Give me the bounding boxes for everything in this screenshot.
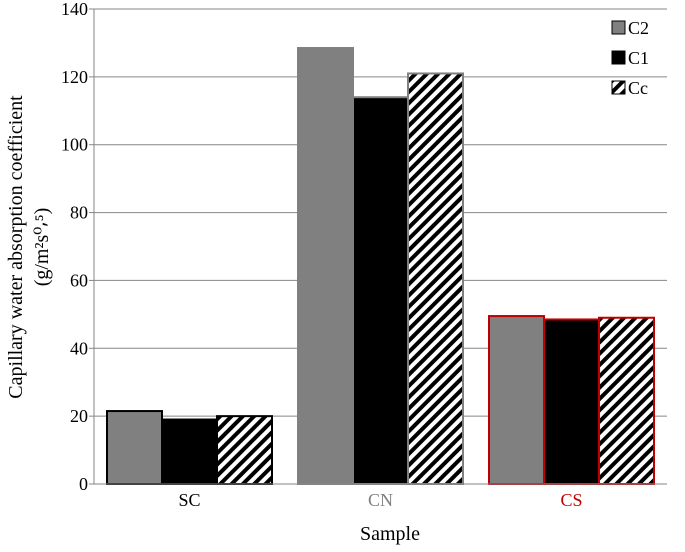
x-tick-label: SC [178,490,200,510]
y-tick-label: 40 [70,338,88,358]
y-axis-unit: (g/m²s⁰⸴⁵) [31,208,53,287]
x-tick-label: CN [368,490,393,510]
y-tick-label: 0 [79,474,88,494]
y-tick-label: 100 [61,135,88,155]
legend-label-cc: Cc [628,78,648,98]
bar-cs-c1 [543,318,600,486]
legend-swatch-c1 [611,50,626,65]
legend-label-c1: C1 [628,48,649,68]
bar-cn-c2 [297,47,354,486]
y-tick-label: 120 [61,67,88,87]
bars [106,47,655,486]
x-tick-label: CS [560,490,582,510]
legend-swatch-c2 [611,20,626,35]
y-tick-label: 80 [70,203,88,223]
legend-swatch-cc [611,80,626,95]
bar-cs-cc [598,316,655,485]
bar-cs-c2 [488,315,545,485]
legend-label-c2: C2 [628,18,649,38]
y-tick-label: 20 [70,406,88,426]
bar-cn-cc [407,72,464,485]
y-tick-label: 140 [61,0,88,19]
y-axis-title: Capillary water absorption coefficient [5,95,27,399]
x-axis-title: Sample [360,523,420,545]
y-tick-label: 60 [70,270,88,290]
bar-sc-cc [216,415,273,485]
axes: 0 20 40 60 80 100 120 140 SC CN CS [61,0,667,510]
bar-cn-c1 [352,96,409,485]
legend: C2 C1 Cc [611,18,649,98]
bar-sc-c1 [161,418,218,485]
bar-sc-c2 [106,410,163,485]
